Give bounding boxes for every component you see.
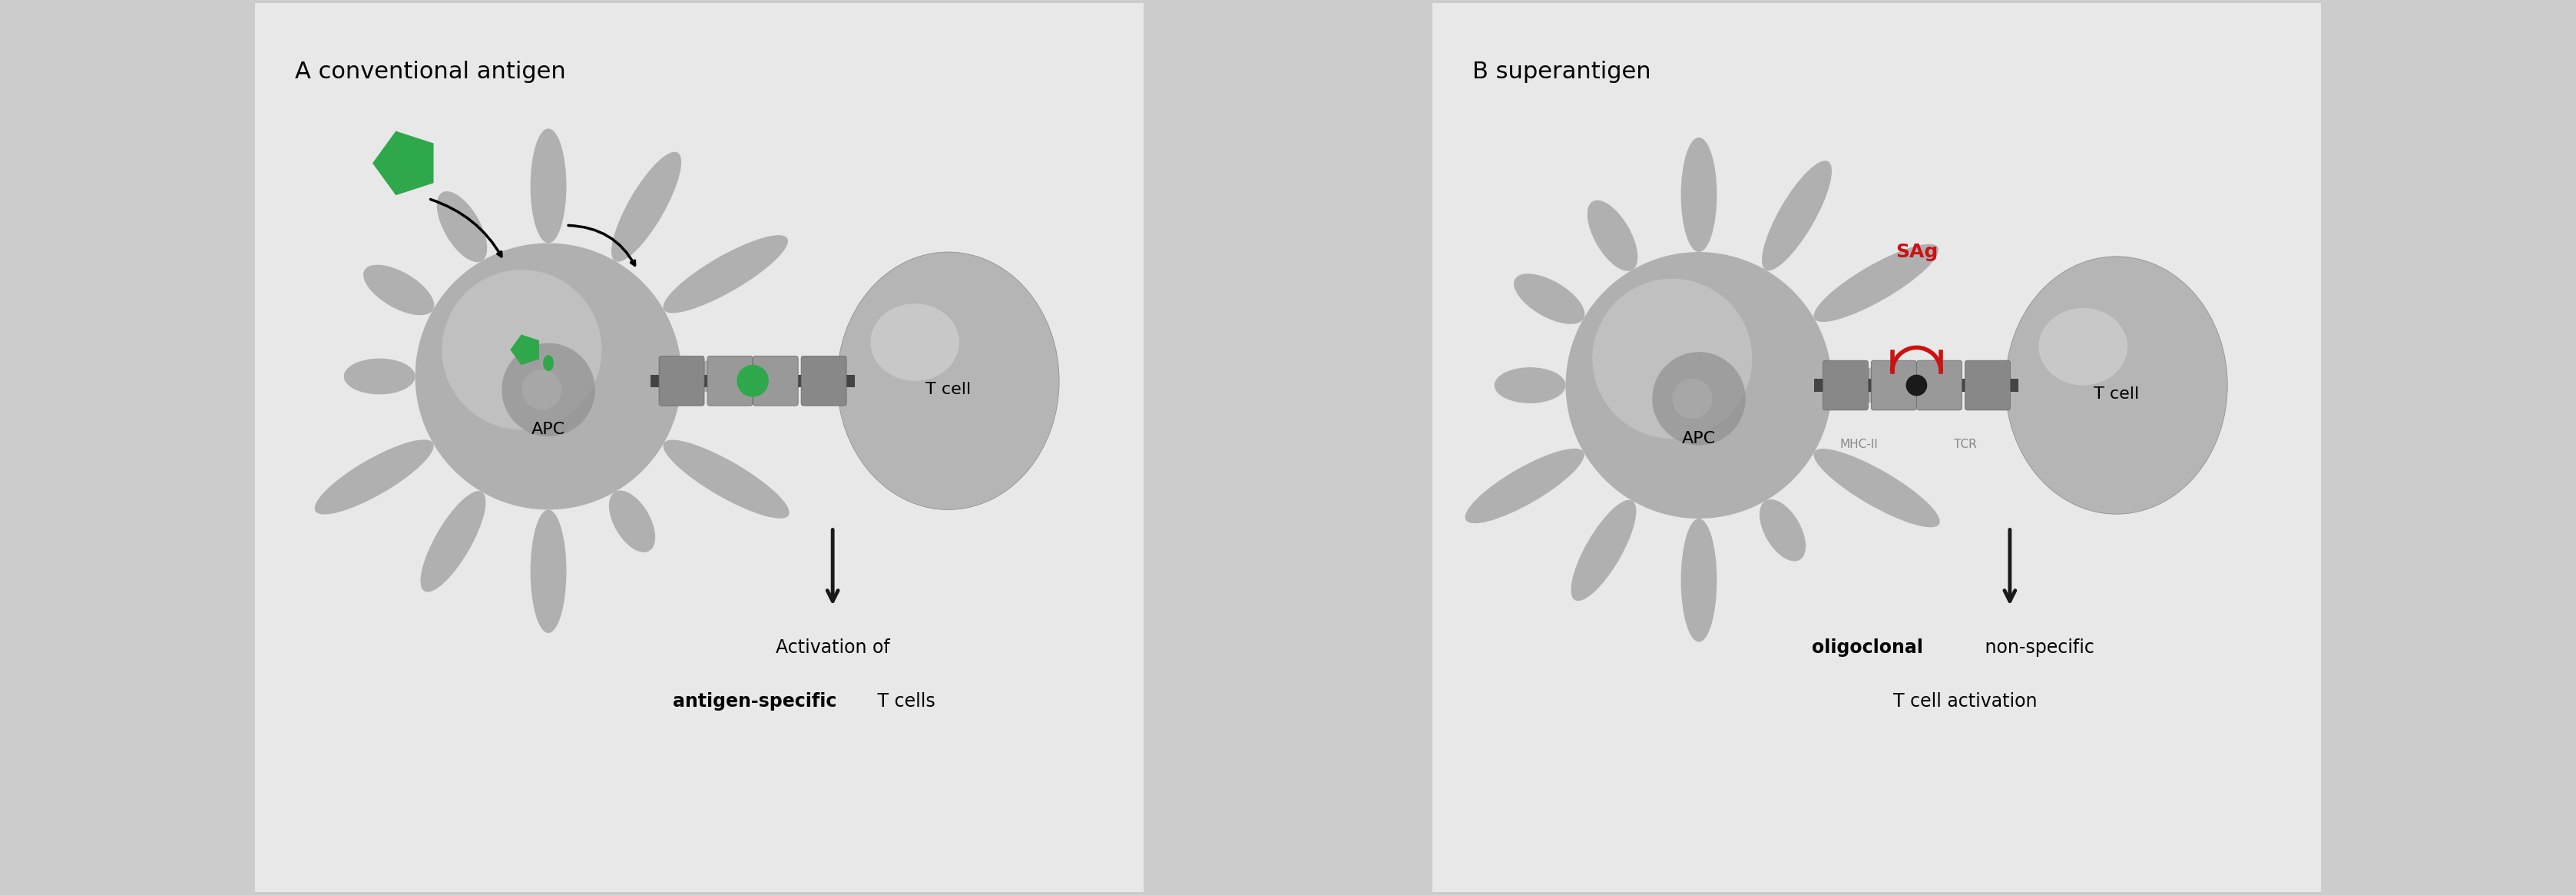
Ellipse shape (531, 509, 567, 633)
Ellipse shape (1814, 448, 1940, 527)
Ellipse shape (531, 129, 567, 243)
Ellipse shape (420, 491, 487, 592)
Ellipse shape (662, 439, 788, 518)
Circle shape (1906, 375, 1927, 396)
FancyBboxPatch shape (659, 356, 703, 405)
FancyBboxPatch shape (1824, 361, 1868, 410)
Ellipse shape (438, 192, 487, 262)
Ellipse shape (1762, 161, 1832, 270)
FancyBboxPatch shape (1965, 361, 2009, 410)
FancyBboxPatch shape (247, 0, 1151, 895)
Ellipse shape (2038, 308, 2128, 386)
Text: oligoclonal: oligoclonal (1811, 638, 1924, 657)
FancyBboxPatch shape (1917, 361, 1963, 410)
Ellipse shape (1832, 367, 1929, 404)
Text: non-specific: non-specific (1978, 638, 2094, 657)
Circle shape (737, 365, 768, 396)
Ellipse shape (871, 303, 958, 381)
Text: T cell: T cell (925, 382, 971, 397)
Ellipse shape (608, 490, 654, 552)
Ellipse shape (1759, 499, 1806, 561)
Text: antigen-specific: antigen-specific (672, 692, 837, 711)
FancyBboxPatch shape (1870, 361, 1917, 410)
Ellipse shape (611, 152, 680, 261)
Ellipse shape (662, 235, 788, 313)
Circle shape (523, 370, 562, 410)
FancyBboxPatch shape (752, 356, 799, 405)
Text: T cell activation: T cell activation (1893, 692, 2038, 711)
Circle shape (1672, 379, 1713, 419)
Text: B superantigen: B superantigen (1473, 61, 1651, 83)
Text: TCR: TCR (1955, 439, 1976, 450)
FancyBboxPatch shape (1425, 0, 2329, 895)
Text: SAg: SAg (1896, 243, 1937, 261)
Ellipse shape (1494, 367, 1566, 404)
Bar (1814, 379, 2020, 391)
Circle shape (1651, 352, 1747, 446)
Ellipse shape (1466, 448, 1584, 524)
Text: T cell: T cell (2094, 387, 2138, 402)
Ellipse shape (1814, 244, 1940, 322)
Bar (652, 375, 855, 387)
Ellipse shape (1571, 500, 1636, 601)
Ellipse shape (1682, 138, 1716, 252)
Circle shape (1566, 252, 1832, 518)
Text: Activation of: Activation of (775, 638, 889, 657)
Circle shape (415, 243, 683, 509)
FancyBboxPatch shape (708, 356, 752, 405)
Circle shape (502, 343, 595, 437)
Ellipse shape (683, 358, 778, 395)
Ellipse shape (314, 439, 433, 515)
Text: APC: APC (1682, 430, 1716, 447)
Text: T cells: T cells (871, 692, 935, 711)
Ellipse shape (1587, 200, 1638, 271)
Ellipse shape (1682, 518, 1716, 642)
Ellipse shape (1515, 274, 1584, 324)
Ellipse shape (343, 358, 415, 395)
Ellipse shape (544, 355, 554, 371)
Text: APC: APC (531, 422, 564, 438)
Ellipse shape (363, 265, 435, 315)
Circle shape (443, 269, 603, 430)
Text: MHC-II: MHC-II (1839, 439, 1878, 450)
Ellipse shape (2004, 257, 2228, 514)
Ellipse shape (837, 252, 1059, 509)
Text: A conventional antigen: A conventional antigen (296, 61, 567, 83)
FancyBboxPatch shape (801, 356, 848, 405)
Circle shape (1592, 278, 1752, 439)
